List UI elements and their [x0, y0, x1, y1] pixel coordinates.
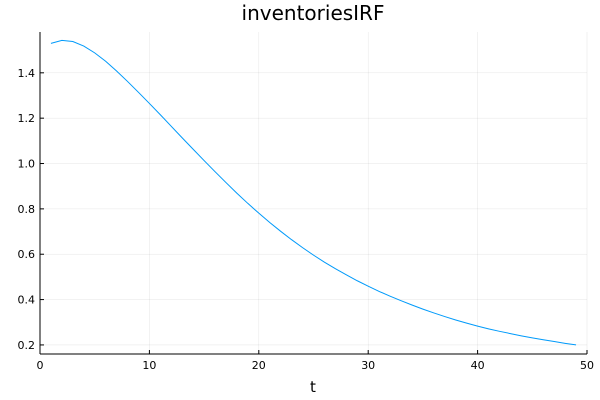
grid-lines	[39, 32, 588, 354]
y-tick-label: 0.2	[18, 339, 36, 352]
x-tick-label: 20	[252, 359, 266, 372]
y-tick-label: 1.4	[18, 67, 36, 80]
x-axis-ticks: 0 10 20 30 40 50	[37, 350, 594, 372]
x-tick-label: 40	[471, 359, 485, 372]
x-tick-label: 0	[37, 359, 44, 372]
y-tick-label: 1.0	[18, 158, 36, 171]
axes	[39, 32, 587, 355]
x-tick-label: 10	[142, 359, 156, 372]
y-tick-label: 1.2	[18, 112, 36, 125]
y-tick-label: 0.6	[18, 248, 36, 261]
x-tick-label: 30	[361, 359, 375, 372]
x-axis-label: t	[310, 378, 316, 396]
series-line	[50, 39, 577, 346]
y-axis-ticks: 0.2 0.4 0.6 0.8 1.0 1.2 1.4	[18, 67, 44, 352]
chart-title: inventoriesIRF	[242, 1, 385, 25]
plot-series	[50, 39, 577, 346]
y-tick-label: 0.8	[18, 203, 36, 216]
y-tick-label: 0.4	[18, 294, 36, 307]
x-tick-label: 50	[580, 359, 594, 372]
